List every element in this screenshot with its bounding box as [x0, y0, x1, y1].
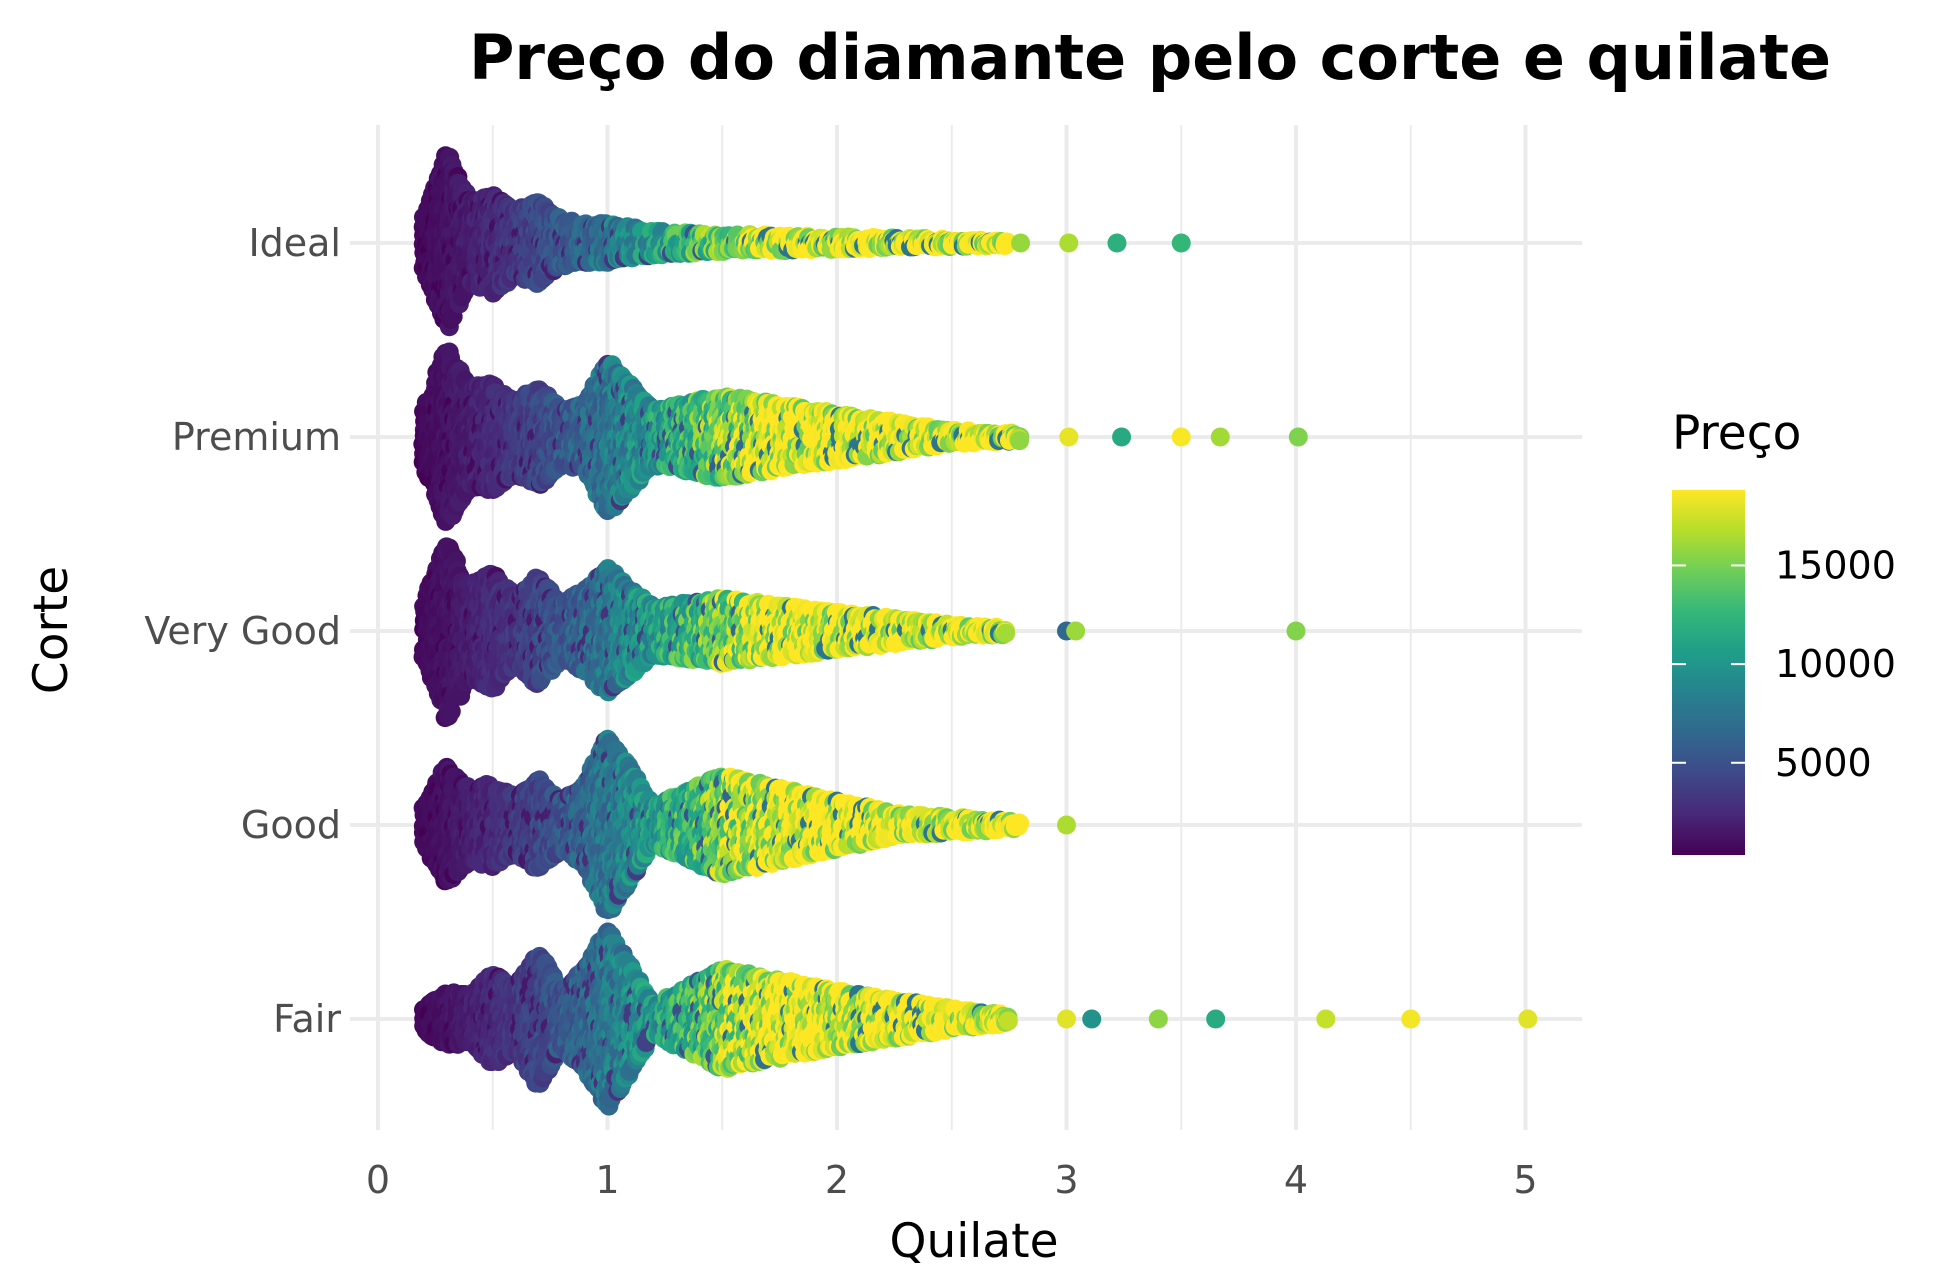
outlier-point [1210, 427, 1230, 447]
outlier-point [1011, 233, 1031, 253]
outlier-point [1112, 427, 1132, 447]
outlier-point [1171, 427, 1191, 447]
outlier-point [1286, 621, 1306, 641]
outlier-point [1059, 427, 1079, 447]
data-point [996, 623, 1016, 643]
swarm-good [413, 729, 1076, 920]
chart-title: Preço do diamante pelo corte e quilate [469, 21, 1831, 94]
data-point [1010, 431, 1030, 451]
outlier-point [1066, 621, 1086, 641]
outlier-point [1107, 233, 1127, 253]
plot-points [413, 146, 1538, 1116]
swarm-ideal [413, 146, 1191, 337]
outlier-point [1288, 427, 1308, 447]
outlier-point [1171, 233, 1191, 253]
outlier-point [1059, 233, 1079, 253]
swarm-premium [413, 342, 1308, 531]
